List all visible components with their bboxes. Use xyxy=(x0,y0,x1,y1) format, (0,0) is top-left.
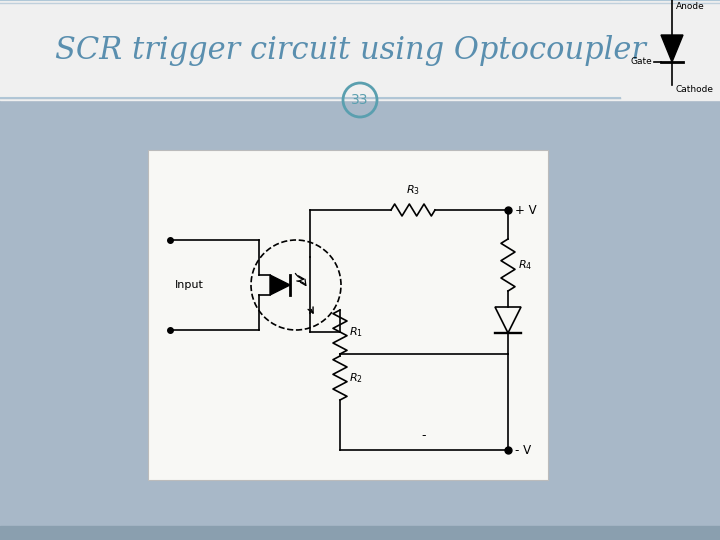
Text: Anode: Anode xyxy=(676,2,705,11)
Text: $R_4$: $R_4$ xyxy=(518,258,532,272)
Text: $R_3$: $R_3$ xyxy=(406,183,420,197)
Text: Cathode: Cathode xyxy=(676,85,714,94)
Text: $R_2$: $R_2$ xyxy=(349,371,363,385)
Text: Input: Input xyxy=(175,280,204,290)
Text: - V: - V xyxy=(515,443,531,456)
Text: Gate: Gate xyxy=(630,57,652,66)
Text: 33: 33 xyxy=(351,93,369,107)
Bar xyxy=(0,0,720,100)
Text: + V: + V xyxy=(515,204,536,217)
Polygon shape xyxy=(270,275,290,295)
Text: SCR trigger circuit using Optocoupler: SCR trigger circuit using Optocoupler xyxy=(55,35,646,65)
Bar xyxy=(0,526,720,540)
Bar xyxy=(148,150,548,480)
Text: $R_1$: $R_1$ xyxy=(349,325,363,339)
Text: -: - xyxy=(422,429,426,442)
Polygon shape xyxy=(661,35,683,62)
